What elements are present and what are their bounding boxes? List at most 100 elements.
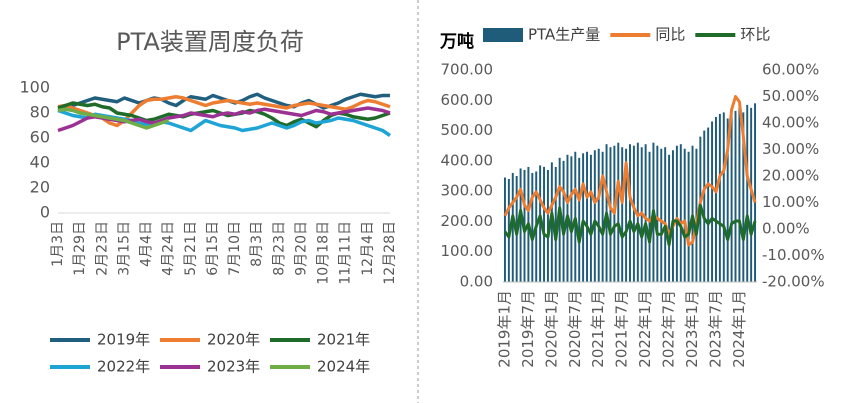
- legend-label: 2021年: [317, 331, 370, 349]
- bar: [683, 148, 686, 282]
- bar: [679, 144, 682, 282]
- y2-tick-label: 50.00%: [762, 87, 819, 105]
- bar: [675, 145, 678, 282]
- bar: [687, 151, 690, 282]
- bar: [754, 103, 757, 282]
- x-tick-label: 8月3日: [249, 221, 265, 267]
- x-tick-label: 10月18日: [316, 221, 332, 285]
- legend-label: 2024年: [317, 358, 370, 376]
- bar: [648, 151, 651, 282]
- y-tick-label: 80: [30, 103, 50, 122]
- bar: [582, 153, 585, 282]
- bar: [578, 157, 581, 282]
- line-series: [503, 95, 757, 247]
- bar: [601, 151, 604, 282]
- x-tick-label: 1月3日: [50, 221, 66, 267]
- x-tick-label: 2024年1月: [730, 290, 748, 368]
- y-tick-label: 600.00: [441, 91, 494, 109]
- bar: [738, 106, 741, 282]
- x-tick-label: 8月23日: [271, 221, 287, 276]
- x-tick-label: 2019年7月: [519, 290, 537, 368]
- x-tick-label: 7月10日: [227, 221, 243, 276]
- bar: [625, 148, 628, 282]
- x-tick-label: 2021年1月: [589, 290, 607, 368]
- y-tick-label: 0.00: [460, 273, 493, 291]
- bar: [589, 154, 592, 282]
- bar: [570, 156, 573, 282]
- bar: [656, 145, 659, 282]
- legend-label: 2022年: [97, 358, 150, 376]
- x-tick-label: 1月29日: [72, 221, 88, 276]
- x-tick-label: 2021年7月: [613, 290, 631, 368]
- bar: [742, 112, 745, 283]
- legend-swatch: [483, 28, 523, 42]
- x-tick-label: 2020年7月: [566, 290, 584, 368]
- x-tick-label: 6月15日: [205, 221, 221, 276]
- chart-title: PTA装置周度负荷: [116, 28, 304, 56]
- bar: [503, 177, 506, 282]
- y2-tick-label: -20.00%: [762, 273, 825, 291]
- bar: [629, 144, 631, 282]
- bar: [746, 104, 749, 282]
- line-series: [57, 95, 391, 128]
- x-tick-label: 5月21日: [183, 221, 199, 276]
- bar: [632, 145, 635, 282]
- bar: [539, 165, 542, 282]
- bar: [672, 150, 674, 282]
- y-tick-label: 0: [40, 203, 50, 222]
- y-tick-label: 40: [30, 153, 50, 172]
- bar: [703, 130, 706, 282]
- y-tick-label: 100.00: [441, 242, 494, 260]
- y-tick-label: 300.00: [441, 182, 494, 200]
- bar: [554, 166, 557, 282]
- bar: [711, 121, 714, 282]
- x-tick-label: 2023年7月: [706, 290, 724, 368]
- y-tick-label: 20: [30, 178, 50, 197]
- y-tick-label: 400.00: [441, 151, 494, 169]
- bar: [664, 147, 667, 282]
- legend-label: PTA生产量: [528, 26, 600, 44]
- bar: [519, 168, 522, 282]
- bar: [531, 172, 534, 282]
- bar: [695, 148, 698, 282]
- x-tick-label: 9月20日: [293, 221, 309, 276]
- bar: [734, 110, 737, 282]
- y-tick-label: 200.00: [441, 212, 494, 230]
- bar: [597, 148, 600, 282]
- x-tick-label: 2022年7月: [660, 290, 678, 368]
- bar: [691, 145, 694, 282]
- bar: [636, 142, 639, 282]
- bar: [593, 150, 596, 282]
- bar: [722, 112, 725, 283]
- y2-tick-label: 10.00%: [762, 193, 819, 211]
- x-tick-label: 11月11日: [338, 221, 354, 285]
- y-tick-label: 60: [30, 128, 50, 147]
- bar: [617, 142, 620, 282]
- y-axis-label: 万吨: [439, 31, 474, 52]
- y2-tick-label: 20.00%: [762, 167, 819, 185]
- x-tick-label: 2020年1月: [542, 290, 560, 368]
- x-tick-label: 2019年1月: [495, 290, 513, 368]
- line-series: [503, 203, 757, 247]
- bar: [574, 151, 577, 282]
- y2-tick-label: 30.00%: [762, 140, 819, 158]
- bar: [718, 113, 721, 283]
- bar: [668, 154, 671, 282]
- bar: [609, 147, 612, 282]
- y2-tick-label: -10.00%: [762, 246, 825, 264]
- bar: [562, 160, 565, 282]
- legend-label: 环比: [740, 26, 770, 44]
- bar: [730, 115, 733, 282]
- y2-tick-label: 40.00%: [762, 114, 819, 132]
- x-tick-label: 2022年1月: [636, 290, 654, 368]
- line-series: [57, 92, 390, 113]
- x-tick-label: 12月28日: [382, 221, 398, 285]
- x-tick-label: 4月4日: [139, 221, 155, 267]
- y2-tick-label: 0.00%: [762, 220, 810, 238]
- y-tick-label: 500.00: [441, 121, 494, 139]
- bar: [750, 107, 753, 282]
- bar: [726, 118, 729, 282]
- x-tick-label: 2月23日: [94, 221, 110, 276]
- legend-label: 2019年: [97, 331, 150, 349]
